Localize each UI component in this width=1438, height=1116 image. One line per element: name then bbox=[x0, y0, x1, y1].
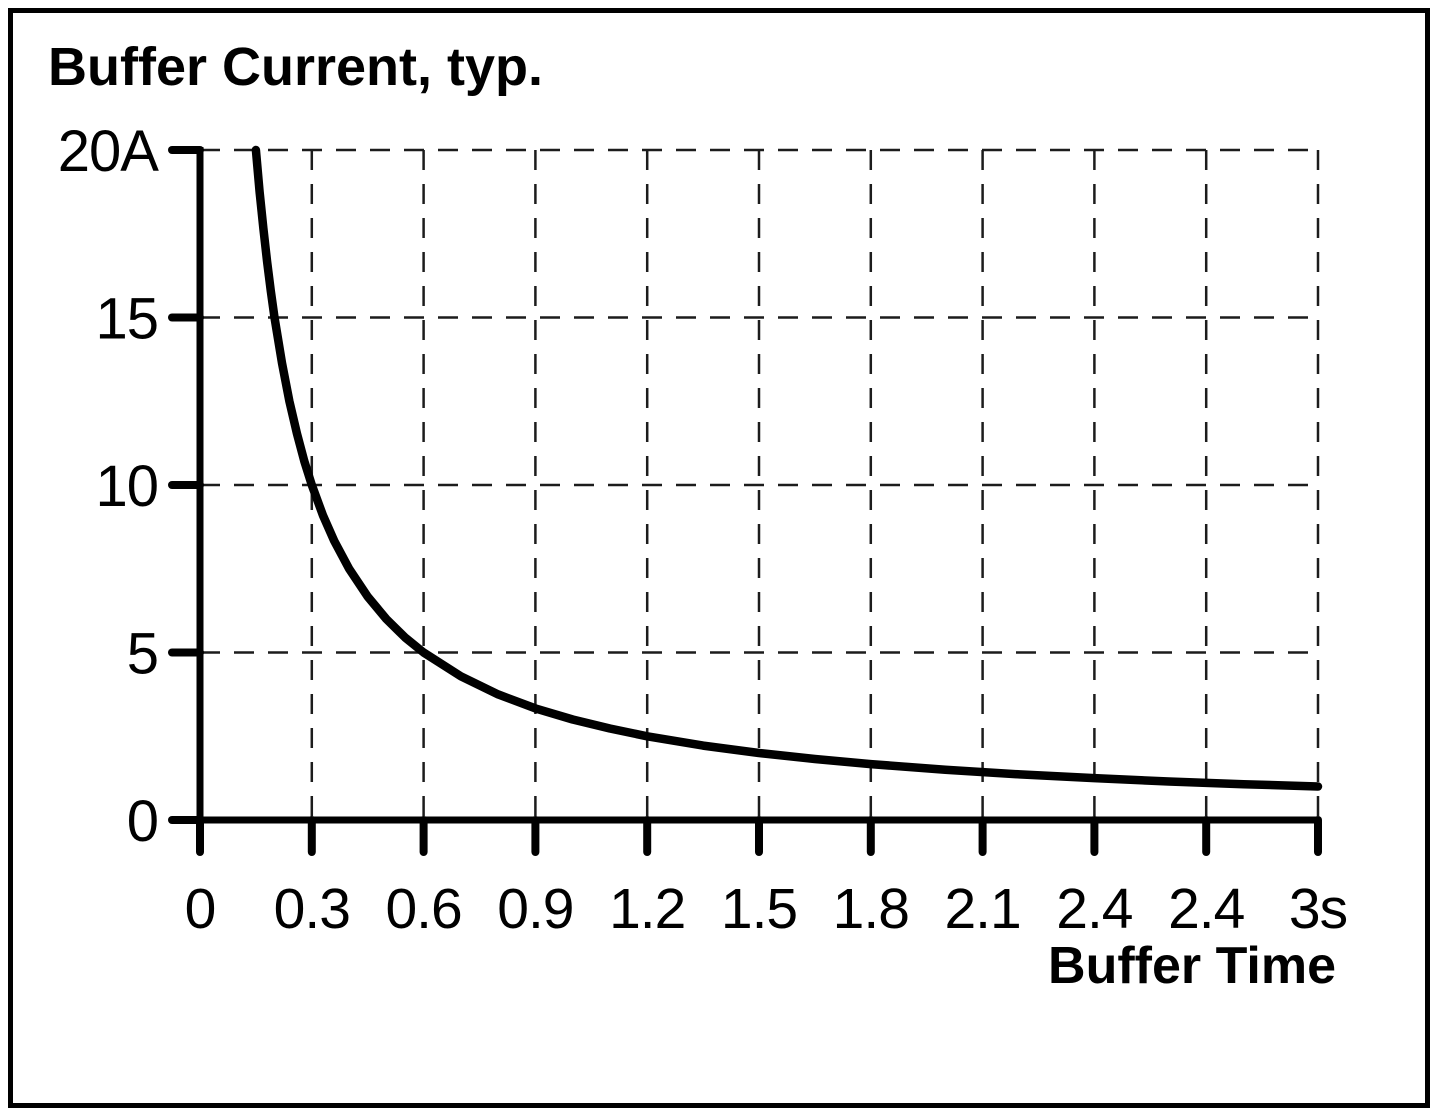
x-tick-label: 0.3 bbox=[274, 877, 350, 941]
x-tick-label: 1.2 bbox=[609, 877, 685, 941]
x-tick-label: 2.4 bbox=[1168, 877, 1245, 941]
y-tick-label: 10 bbox=[95, 454, 158, 519]
x-tick-label: 1.5 bbox=[721, 877, 797, 941]
x-tick-label: 0.9 bbox=[497, 877, 573, 941]
x-tick-label: 2.4 bbox=[1056, 877, 1133, 941]
buffer-current-curve bbox=[251, 145, 1323, 791]
x-tick-label: 2.1 bbox=[944, 877, 1020, 941]
x-tick-label: 1.8 bbox=[833, 877, 909, 941]
x-axis-label: Buffer Time bbox=[1048, 937, 1336, 995]
chart-title: Buffer Current, typ. bbox=[48, 37, 544, 97]
y-tick-label: 0 bbox=[127, 789, 158, 854]
chart-frame bbox=[8, 8, 1430, 1108]
y-tick-label: 20A bbox=[58, 119, 160, 184]
x-tick-label: 0 bbox=[185, 877, 216, 941]
y-tick-label: 5 bbox=[127, 622, 158, 687]
x-tick-label: 0.6 bbox=[385, 877, 461, 941]
y-tick-label: 15 bbox=[95, 287, 158, 352]
x-tick-label: 3s bbox=[1289, 877, 1347, 941]
